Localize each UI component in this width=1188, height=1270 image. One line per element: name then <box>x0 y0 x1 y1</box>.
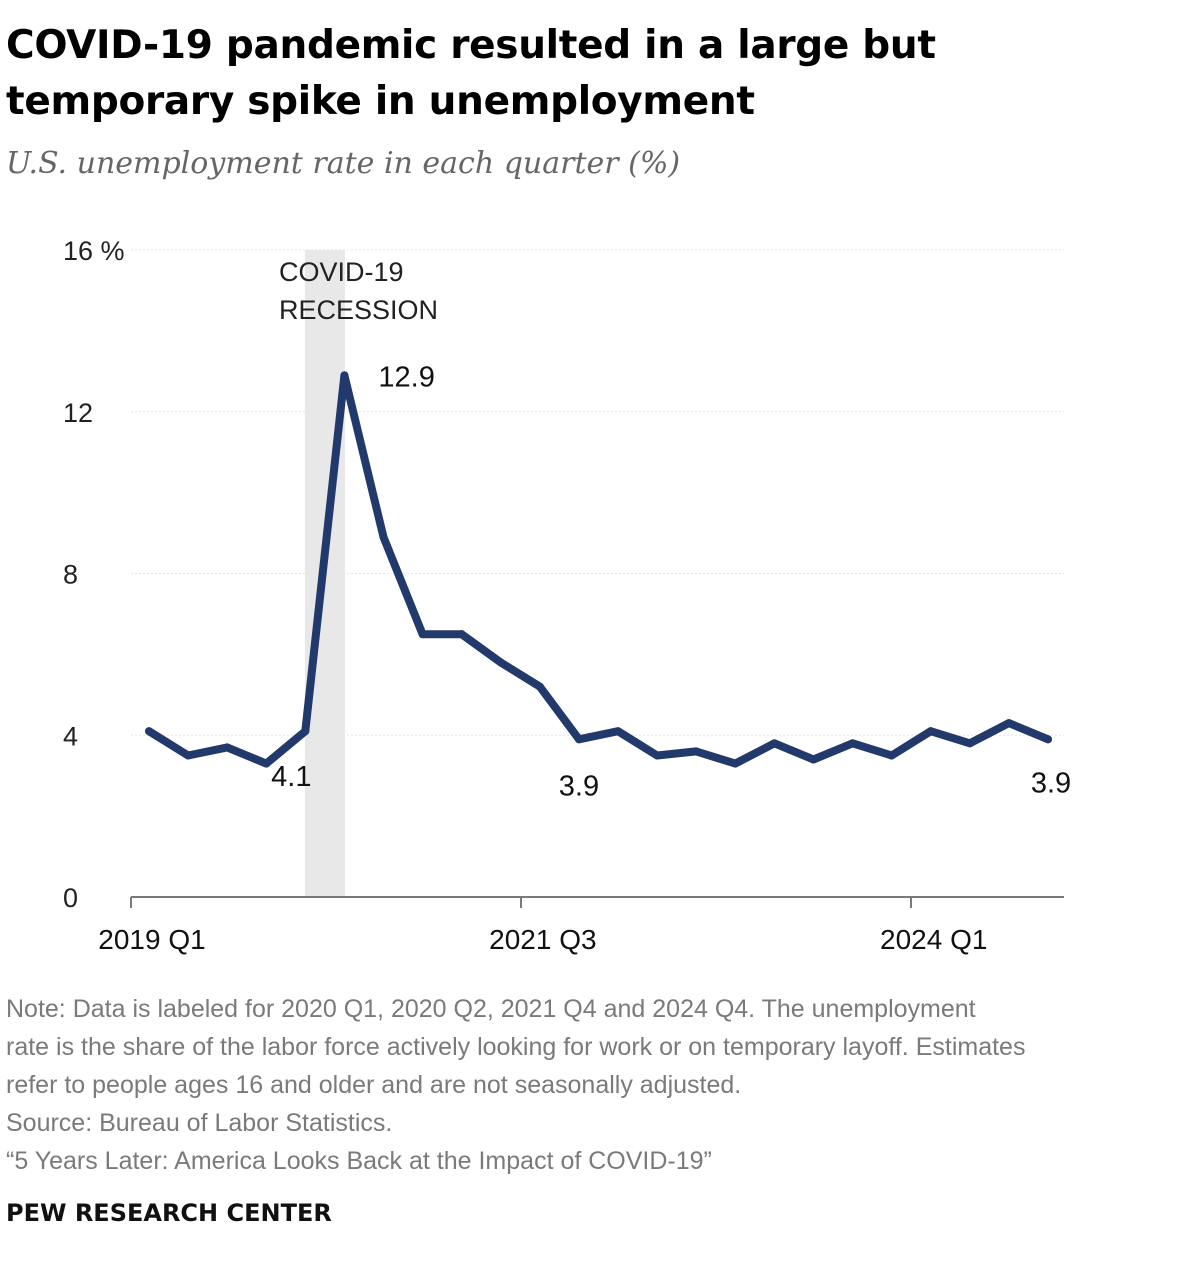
data-point <box>731 759 740 768</box>
data-point <box>692 747 701 756</box>
gridlines <box>131 249 1064 736</box>
data-point <box>653 751 662 760</box>
data-point <box>965 739 974 748</box>
chart-title: COVID-19 pandemic resulted in a large bu… <box>6 23 936 124</box>
data-point <box>145 727 153 736</box>
brand-logo-text: PEW RESEARCH CENTER <box>6 1199 332 1227</box>
data-label: 12.9 <box>378 361 434 393</box>
chart-subtitle: U.S. unemployment rate in each quarter (… <box>6 146 681 181</box>
x-tick-labels: 2019 Q1 2021 Q3 2024 Q1 <box>98 924 987 955</box>
data-point <box>848 739 857 748</box>
data-point <box>535 682 544 691</box>
data-point <box>926 727 935 736</box>
source-line: Source: Bureau of Labor Statistics. <box>6 1109 393 1137</box>
recession-label: RECESSION <box>279 295 438 325</box>
data-point <box>1044 735 1052 744</box>
x-tick-label: 2019 Q1 <box>98 924 205 955</box>
data-point <box>614 727 623 736</box>
x-tick-label: 2021 Q3 <box>489 924 596 955</box>
citation-line: “5 Years Later: America Looks Back at th… <box>6 1147 712 1175</box>
data-point <box>340 371 349 380</box>
recession-band-layer: COVID-19 RECESSION <box>279 250 438 897</box>
data-point <box>301 727 310 736</box>
series-layer <box>145 371 1052 768</box>
note-line: rate is the share of the labor force act… <box>6 1033 1026 1061</box>
y-tick-label: 8 <box>63 560 78 590</box>
x-tick-label: 2024 Q1 <box>880 924 987 955</box>
recession-label: COVID-19 <box>279 257 404 287</box>
data-point <box>418 630 427 639</box>
y-tick-label: 16 % <box>63 236 125 266</box>
data-point <box>223 743 232 752</box>
data-label: 3.9 <box>559 770 599 802</box>
note-line: refer to people ages 16 and older and ar… <box>6 1071 742 1099</box>
note-line: Note: Data is labeled for 2020 Q1, 2020 … <box>6 995 976 1023</box>
data-point <box>770 739 779 748</box>
data-point <box>496 658 505 667</box>
data-point <box>1004 719 1013 728</box>
data-point <box>457 630 466 639</box>
x-axis <box>130 896 1064 908</box>
data-label: 4.1 <box>271 761 311 793</box>
y-tick-label: 12 <box>63 398 93 428</box>
data-point <box>379 533 388 542</box>
data-point <box>809 755 818 764</box>
series-line-unemployment-rate <box>145 371 1052 768</box>
y-tick-label: 4 <box>63 721 78 751</box>
chart-notes: Note: Data is labeled for 2020 Q1, 2020 … <box>6 990 1182 1180</box>
data-point <box>574 735 583 744</box>
y-tick-labels: 0 4 8 12 16 % <box>63 236 125 913</box>
data-point <box>262 759 271 768</box>
y-tick-label: 0 <box>63 883 78 913</box>
data-point <box>184 751 193 760</box>
data-label: 3.9 <box>1031 767 1071 799</box>
data-labels: 4.1 12.9 3.9 3.9 <box>271 361 1071 802</box>
data-point <box>887 751 896 760</box>
